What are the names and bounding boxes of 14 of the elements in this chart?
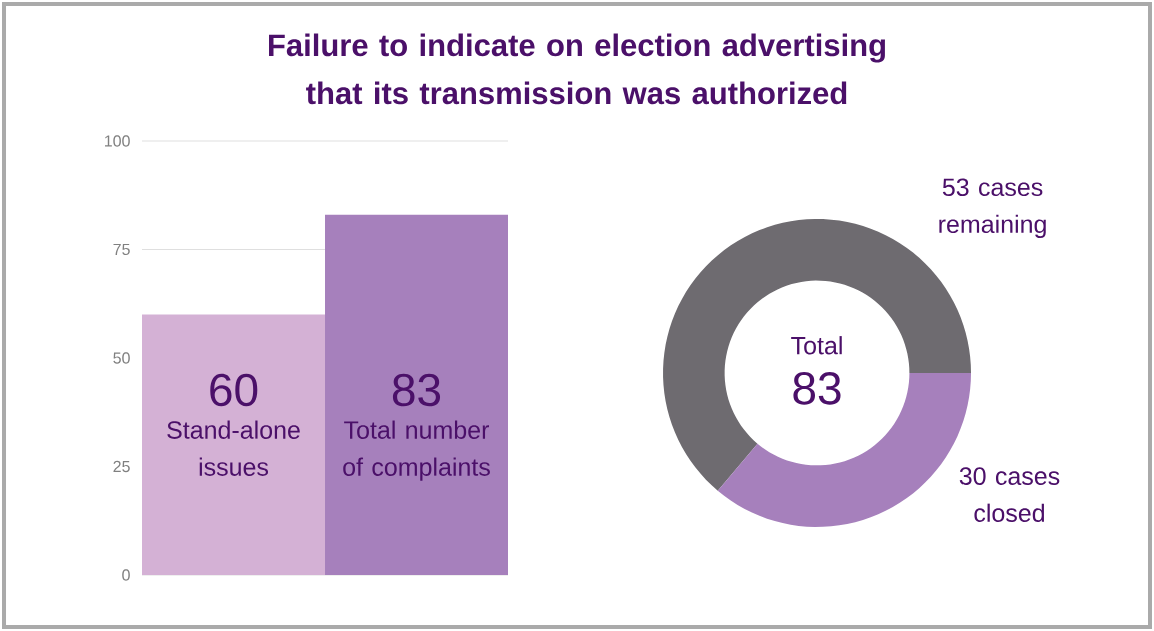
y-tick-label: 0 bbox=[122, 569, 130, 581]
data-label: 60 bbox=[210, 373, 258, 407]
slice-label: 30 cases closed bbox=[959, 467, 1060, 522]
y-tick-label: 50 bbox=[113, 352, 130, 364]
text: 83 bbox=[793, 372, 841, 405]
y-tick-label: 100 bbox=[105, 135, 130, 147]
data-label: 83 bbox=[392, 373, 441, 407]
text: Failure to indicate on election advertising that its transmission was authorized bbox=[269, 33, 885, 105]
x-tick-label: Total number of complaints bbox=[343, 420, 490, 481]
slice-label: 53 cases remaining bbox=[939, 178, 1046, 239]
y-tick-label: 25 bbox=[113, 460, 130, 473]
text: Total bbox=[791, 336, 842, 355]
x-tick-label: Stand-alone issues bbox=[167, 420, 300, 476]
y-tick-label: 75 bbox=[113, 243, 130, 256]
